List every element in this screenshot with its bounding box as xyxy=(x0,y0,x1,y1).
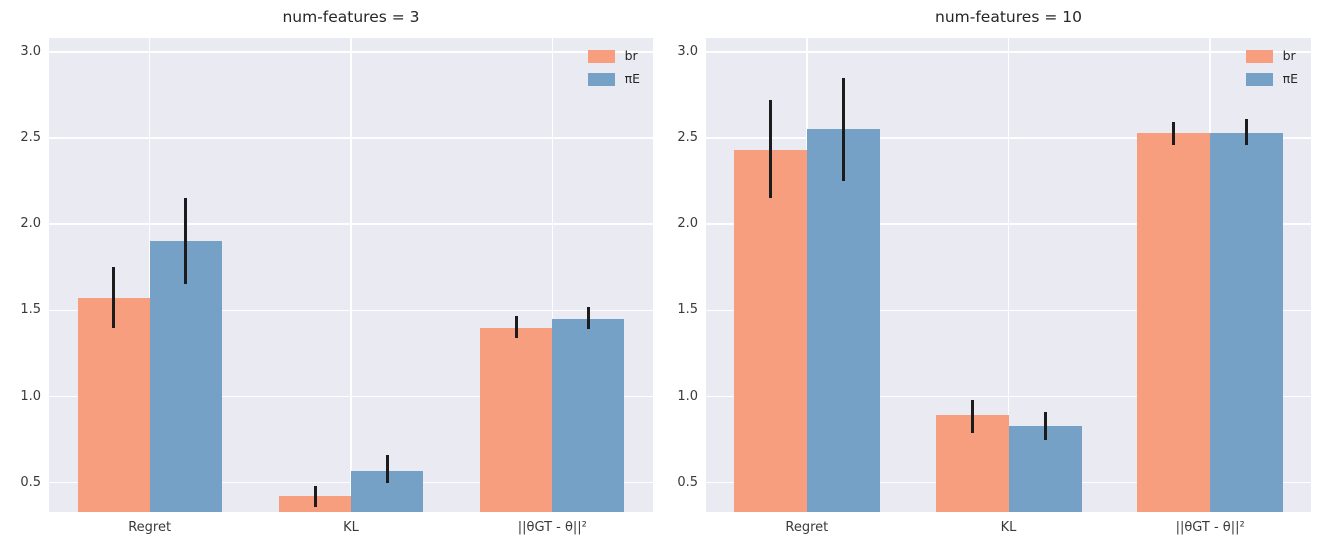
subplot-num-features-10: num-features = 10 br πE 0.5 1.0 1.5 2.0 2.5 3.… xyxy=(660,0,1329,554)
legend: br πE xyxy=(587,48,640,86)
y-tick-label: 2.0 xyxy=(677,216,698,232)
y-tick-label: 1.0 xyxy=(677,388,698,404)
legend-label: πE xyxy=(624,71,640,86)
error-bar-πE-1 xyxy=(1043,412,1047,440)
bar-br-2 xyxy=(1137,132,1211,512)
error-bar-br-2 xyxy=(1172,122,1176,145)
error-bar-br-0 xyxy=(768,100,772,199)
bar-πE-2 xyxy=(552,318,625,512)
legend-label: br xyxy=(624,48,638,63)
legend-item-br: br xyxy=(587,48,640,63)
legend-item-πE: πE xyxy=(587,71,640,86)
y-tick-label: 3.0 xyxy=(677,43,698,59)
legend-item-br: br xyxy=(1245,48,1298,63)
error-bar-πE-0 xyxy=(184,198,188,285)
error-bar-br-2 xyxy=(514,315,518,338)
subplot-title: num-features = 10 xyxy=(935,8,1082,26)
x-tick-label: Regret xyxy=(785,520,829,535)
plot-area: br πE xyxy=(706,38,1311,512)
y-tick-label: 2.5 xyxy=(20,129,41,145)
legend-swatch-br xyxy=(587,49,615,63)
gridline-vertical xyxy=(551,38,554,512)
error-bar-br-1 xyxy=(313,486,317,507)
bar-br-2 xyxy=(480,327,553,512)
error-bar-br-1 xyxy=(970,399,974,433)
legend-swatch-πE xyxy=(587,72,615,86)
y-tick-label: 2.0 xyxy=(20,216,41,232)
error-bar-πE-1 xyxy=(385,455,389,483)
bar-πE-1 xyxy=(1008,425,1082,512)
gridline-vertical xyxy=(1007,38,1010,512)
y-tick-label: 3.0 xyxy=(20,43,41,59)
y-tick-label: 2.5 xyxy=(677,129,698,145)
plot-area: br πE xyxy=(49,38,653,512)
legend-swatch-br xyxy=(1245,49,1273,63)
legend: br πE xyxy=(1245,48,1298,86)
bar-πE-0 xyxy=(149,241,222,512)
x-tick-label: ||θGT - θ||² xyxy=(517,520,587,535)
error-bar-πE-2 xyxy=(586,306,590,330)
legend-label: πE xyxy=(1282,71,1298,86)
x-tick-label: Regret xyxy=(128,520,172,535)
bar-br-0 xyxy=(733,150,807,512)
y-tick-label: 0.5 xyxy=(20,474,41,490)
x-tick-label: KL xyxy=(1000,520,1017,535)
bar-πE-2 xyxy=(1210,132,1284,512)
error-bar-πE-0 xyxy=(841,77,845,182)
y-tick-label: 0.5 xyxy=(677,474,698,490)
y-tick-label: 1.5 xyxy=(20,302,41,318)
x-tick-label: KL xyxy=(343,520,359,535)
legend-swatch-πE xyxy=(1245,72,1273,86)
error-bar-br-0 xyxy=(112,267,116,328)
error-bar-πE-2 xyxy=(1245,119,1249,145)
y-tick-label: 1.5 xyxy=(677,302,698,318)
legend-label: br xyxy=(1282,48,1296,63)
x-tick-label: ||θGT - θ||² xyxy=(1175,520,1245,535)
bar-πE-0 xyxy=(806,129,880,512)
subplot-num-features-3: num-features = 3 br πE 0.5 1.0 1.5 2.0 2.5 3.0… xyxy=(0,0,660,554)
legend-item-πE: πE xyxy=(1245,71,1298,86)
bar-br-0 xyxy=(77,298,150,512)
gridline-vertical xyxy=(350,38,352,512)
y-tick-label: 1.0 xyxy=(20,388,41,404)
subplot-title: num-features = 3 xyxy=(282,8,420,26)
